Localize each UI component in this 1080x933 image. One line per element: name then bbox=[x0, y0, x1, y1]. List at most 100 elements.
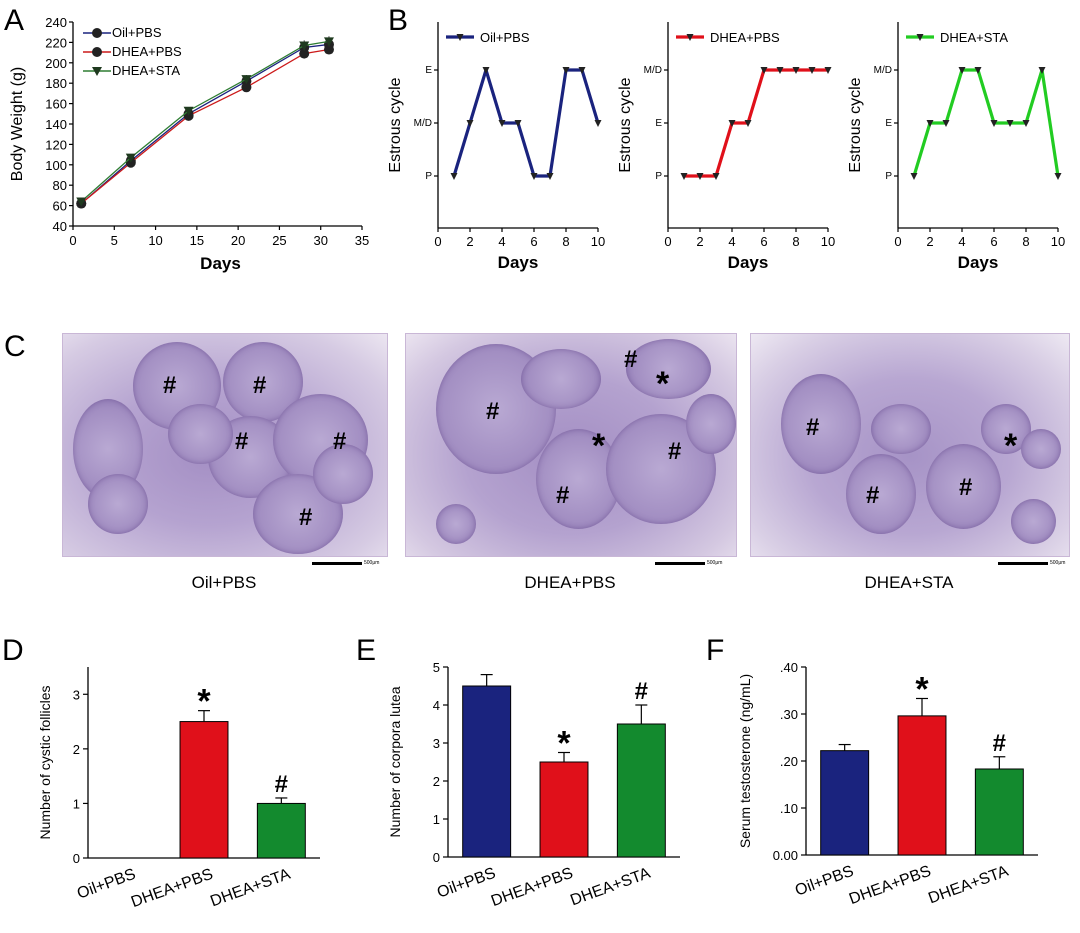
follicle-shape bbox=[88, 474, 148, 534]
panel-letter-b: B bbox=[388, 4, 408, 37]
data-point bbox=[514, 120, 522, 127]
legend-marker bbox=[92, 28, 102, 38]
testosterone-chart: 0.00.10.20.30.40Oil+PBS*DHEA+PBS#DHEA+ST… bbox=[737, 660, 1038, 908]
bar bbox=[974, 768, 1024, 856]
y-tick-label: 3 bbox=[433, 736, 440, 751]
data-point bbox=[1022, 120, 1030, 127]
y-axis-title: Estrous cycle bbox=[387, 77, 404, 172]
x-axis-title: Days bbox=[498, 253, 539, 272]
data-point bbox=[808, 67, 816, 74]
follicle-shape bbox=[1021, 429, 1061, 469]
y-tick-label: 120 bbox=[45, 137, 67, 152]
corpus-luteum-marker: # bbox=[806, 414, 820, 441]
data-point bbox=[562, 67, 570, 74]
y-tick-label: 0 bbox=[73, 851, 80, 866]
y-tick-label: M/D bbox=[874, 65, 892, 76]
bar bbox=[256, 802, 306, 859]
y-tick-label: 2 bbox=[433, 774, 440, 789]
bar bbox=[897, 715, 947, 856]
x-tick-label: 0 bbox=[894, 234, 901, 249]
data-point bbox=[1006, 120, 1014, 127]
panel-letter-a: A bbox=[4, 4, 24, 37]
bar bbox=[616, 723, 666, 858]
y-tick-label: 40 bbox=[53, 219, 67, 234]
legend-label: DHEA+STA bbox=[112, 63, 180, 78]
y-tick-label: 4 bbox=[433, 698, 440, 713]
x-tick-label: 2 bbox=[466, 234, 473, 249]
significance-mark: * bbox=[915, 670, 929, 708]
x-category-label: DHEA+STA bbox=[208, 866, 293, 911]
y-tick-label: 0 bbox=[433, 850, 440, 865]
data-point bbox=[299, 48, 310, 59]
data-point bbox=[990, 120, 998, 127]
y-axis-title: Estrous cycle bbox=[617, 77, 634, 172]
legend-label: DHEA+PBS bbox=[710, 30, 780, 45]
panel-letter-c: C bbox=[4, 330, 26, 363]
y-tick-label: 140 bbox=[45, 117, 67, 132]
data-point bbox=[594, 120, 602, 127]
x-tick-label: 8 bbox=[792, 234, 799, 249]
data-point bbox=[482, 67, 490, 74]
follicle-shape bbox=[436, 504, 476, 544]
data-point bbox=[498, 120, 506, 127]
x-tick-label: 6 bbox=[530, 234, 537, 249]
micrograph-caption: Oil+PBS bbox=[191, 573, 257, 592]
micrograph-caption: DHEA+STA bbox=[864, 573, 954, 592]
data-point bbox=[299, 41, 310, 51]
y-tick-label: M/D bbox=[414, 118, 432, 129]
corpus-luteum-marker: # bbox=[486, 398, 500, 425]
follicle-shape bbox=[871, 404, 931, 454]
x-tick-label: 15 bbox=[190, 233, 204, 248]
series-line bbox=[80, 40, 330, 203]
data-point bbox=[323, 37, 334, 47]
x-tick-label: 8 bbox=[1022, 234, 1029, 249]
legend-label: Oil+PBS bbox=[480, 30, 530, 45]
legend-label: DHEA+PBS bbox=[112, 44, 182, 59]
follicle-shape bbox=[521, 349, 601, 409]
x-tick-label: 0 bbox=[69, 233, 76, 248]
follicle-shape bbox=[168, 404, 233, 464]
data-point bbox=[466, 120, 474, 127]
data-point bbox=[1054, 173, 1062, 180]
scale-label: 500μm bbox=[364, 560, 380, 566]
y-tick-label: 200 bbox=[45, 56, 67, 71]
micrograph-caption: DHEA+PBS bbox=[524, 573, 616, 592]
x-tick-label: 35 bbox=[355, 233, 369, 248]
y-tick-label: 0.00 bbox=[773, 848, 798, 863]
y-tick-label: E bbox=[425, 65, 432, 76]
y-tick-label: E bbox=[655, 118, 662, 129]
x-axis-title: Days bbox=[728, 253, 769, 272]
data-point bbox=[241, 82, 252, 93]
x-category-label: DHEA+STA bbox=[926, 863, 1011, 908]
data-point bbox=[824, 67, 832, 74]
data-point bbox=[744, 120, 752, 127]
x-tick-label: 10 bbox=[821, 234, 835, 249]
data-point bbox=[910, 173, 918, 180]
follicle-shape bbox=[781, 374, 861, 474]
data-point bbox=[241, 75, 252, 85]
cyst-marker: * bbox=[1004, 427, 1018, 465]
bar bbox=[539, 761, 589, 858]
follicle-shape bbox=[313, 444, 373, 504]
x-tick-label: 30 bbox=[313, 233, 327, 248]
cyst-marker: * bbox=[656, 365, 670, 403]
corpus-luteum-marker: # bbox=[253, 372, 267, 399]
estrous-chart-dhea-pbs: P E M/D 0 2 4 6 8 10 Days Estrous cycle DHEA+PBS bbox=[617, 22, 835, 272]
data-point bbox=[1038, 67, 1046, 74]
scale-label: 500μm bbox=[707, 560, 723, 566]
data-point bbox=[76, 197, 87, 207]
x-tick-label: 5 bbox=[111, 233, 118, 248]
x-tick-label: 2 bbox=[926, 234, 933, 249]
x-tick-label: 0 bbox=[664, 234, 671, 249]
y-axis-title: Estrous cycle bbox=[847, 77, 864, 172]
y-tick-label: 1 bbox=[73, 796, 80, 811]
y-axis-title: Serum testosterone (ng/mL) bbox=[737, 674, 753, 848]
scale-bar bbox=[655, 562, 705, 565]
data-point bbox=[125, 153, 136, 163]
legend-marker bbox=[686, 34, 694, 41]
x-axis-title: Days bbox=[200, 254, 241, 273]
data-point bbox=[450, 173, 458, 180]
y-tick-label: .30 bbox=[780, 707, 798, 722]
